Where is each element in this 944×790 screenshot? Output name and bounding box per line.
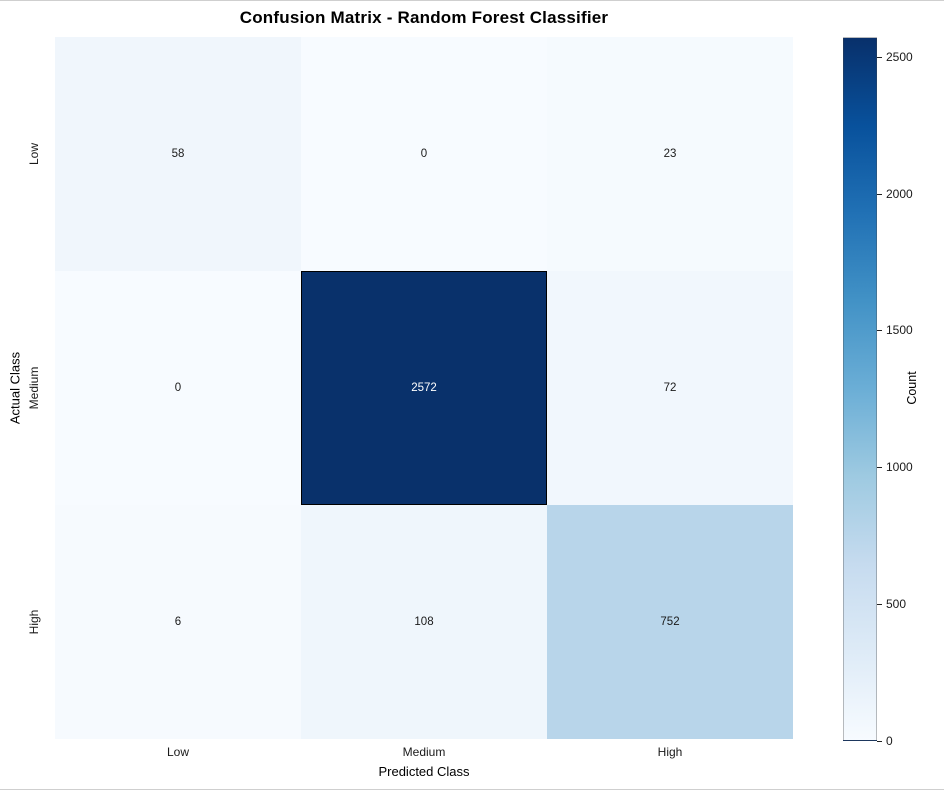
y-tick-medium: Medium — [27, 366, 41, 410]
heatmap-cell-low-medium: 0 — [301, 37, 547, 271]
heatmap-cell-high-low: 6 — [55, 505, 301, 739]
colorbar-tick-mark — [877, 604, 882, 606]
heatmap-cell-medium-low: 0 — [55, 271, 301, 505]
y-tick-low: Low — [27, 142, 41, 166]
colorbar-tick-mark — [877, 330, 882, 332]
colorbar-tick-label-1000: 1000 — [886, 460, 913, 475]
colorbar-tick-mark — [877, 467, 882, 469]
heatmap-cell-high-high: 752 — [547, 505, 793, 739]
colorbar-tick-mark — [877, 741, 882, 742]
heatmap: 58 0 23 0 2572 72 6 108 752 — [55, 37, 793, 739]
heatmap-cell-medium-medium: 2572 — [301, 271, 547, 505]
y-tick-high: High — [27, 609, 41, 635]
heatmap-cell-low-low: 58 — [55, 37, 301, 271]
colorbar-tick-mark — [877, 56, 882, 58]
x-tick-high: High — [657, 745, 683, 759]
colorbar-tick-label-500: 500 — [886, 597, 907, 612]
colorbar-tick-mark — [877, 193, 882, 195]
colorbar — [843, 37, 877, 741]
chart-title: Confusion Matrix - Random Forest Classif… — [239, 8, 609, 27]
colorbar-label: Count — [905, 371, 919, 405]
colorbar-tick-label-0: 0 — [886, 734, 893, 748]
x-tick-medium: Medium — [402, 745, 446, 759]
colorbar-tick-label-1500: 1500 — [886, 323, 913, 338]
heatmap-cell-medium-high: 72 — [547, 271, 793, 505]
y-axis-label: Actual Class — [7, 351, 23, 425]
colorbar-tick-label-2000: 2000 — [886, 186, 913, 201]
x-axis-label: Predicted Class — [378, 764, 470, 779]
colorbar-tick-label-2500: 2500 — [886, 49, 913, 64]
heatmap-cell-high-medium: 108 — [301, 505, 547, 739]
heatmap-cell-low-high: 23 — [547, 37, 793, 271]
x-tick-low: Low — [166, 745, 190, 759]
